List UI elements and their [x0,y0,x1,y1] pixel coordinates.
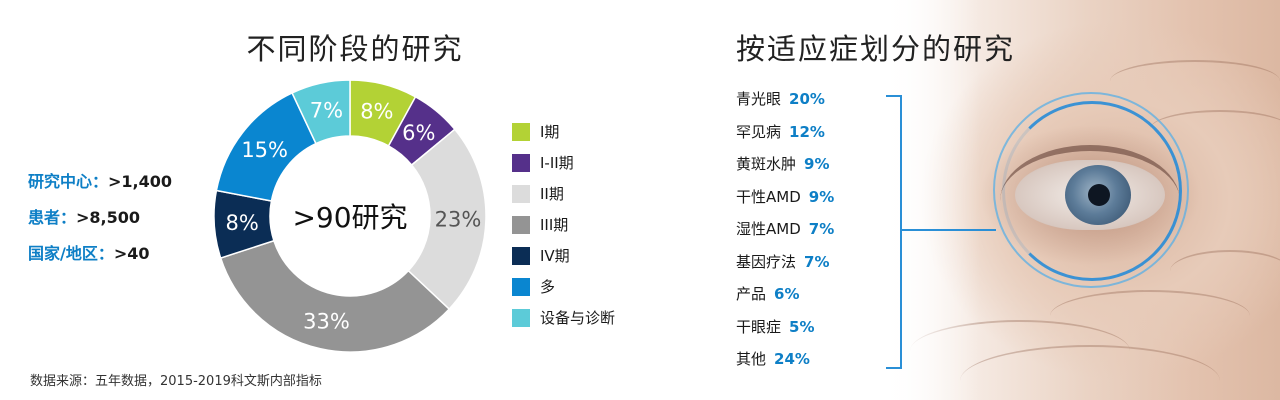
stat-patients: 患者：>8,500 [28,206,172,242]
indication-pct-0: 20% [789,90,825,108]
indication-pct-5: 7% [804,252,830,271]
donut-slice-label-4: 8% [226,211,259,235]
legend-item-2: II期 [512,178,615,209]
legend-label-2: II期 [540,185,564,203]
stat-patients-value: >8,500 [76,208,141,227]
legend-label-0: I期 [540,123,560,141]
legend-swatch-5 [512,277,530,296]
stage-chart-title: 不同阶段的研究 [246,32,464,66]
legend-item-3: III期 [512,209,615,240]
donut-slice-2 [407,128,487,311]
indication-pct-7: 5% [789,317,815,336]
donut-slice-3 [219,239,451,353]
legend-label-1: I-II期 [540,154,574,172]
legend-swatch-0 [512,122,530,141]
stat-sites-value: >1,400 [108,172,173,191]
donut-slice-6 [291,79,351,145]
bracket-connector [902,229,996,231]
focus-ring-inner [1002,101,1182,281]
indication-pct-4: 7% [808,220,835,238]
legend-swatch-6 [512,308,530,327]
indication-label-0: 青光眼 [736,90,782,108]
indication-label-4: 湿性AMD [736,220,801,238]
donut-slice-label-3: 33% [303,309,350,333]
stage-donut-chart: 8% 6% 23% 33% 8% 15% 7% >90研究 [210,76,490,356]
legend-swatch-2 [512,184,530,203]
eye-photo [850,0,1280,400]
indication-label-5: 基因疗法 [736,252,797,271]
stat-countries-value: >40 [113,244,150,263]
legend-label-4: IV期 [540,247,570,265]
donut-center-label: >90研究 [292,201,408,234]
stat-countries-label: 国家/地区： [28,244,114,263]
stat-sites: 研究中心：>1,400 [28,170,172,206]
stat-patients-label: 患者： [28,208,77,227]
stat-sites-label: 研究中心： [28,172,109,191]
legend-swatch-1 [512,153,530,172]
donut-slice-label-2: 23% [435,207,482,231]
indication-label-7: 干眼症 [736,317,782,336]
donut-svg: 8% 6% 23% 33% 8% 15% 7% [213,79,487,353]
indication-item-4: 湿性AMD 7% [736,216,834,249]
focus-ring-outer [993,92,1189,288]
legend-item-0: I期 [512,116,615,147]
indication-item-3: 干性AMD 9% [736,184,834,217]
indication-label-3: 干性AMD [736,187,801,206]
indication-label-2: 黄斑水肿 [736,155,797,173]
chart-legend: I期 I-II期 II期 III期 IV期多设备与诊断 [512,116,615,333]
donut-slice-label-5: 15% [241,138,288,162]
indication-pct-1: 12% [789,122,825,141]
donut-slice-label-0: 8% [360,99,393,123]
legend-swatch-4 [512,246,530,265]
list-bracket [886,95,902,369]
indication-label-6: 产品 [736,285,767,303]
legend-label-6: 设备与诊断 [540,309,616,327]
indication-list: 青光眼 20% 罕见病 12% 黄斑水肿 9% 干性AMD 9% 湿性AMD 7% 基因疗法 7% 产品… [736,86,834,379]
indication-item-5: 基因疗法 7% [736,249,834,282]
indication-pct-6: 6% [774,285,800,303]
indication-pct-2: 9% [804,155,830,173]
indication-title: 按适应症划分的研究 [736,32,1016,66]
donut-slice-label-6: 7% [310,99,343,123]
legend-item-1: I-II期 [512,147,615,178]
legend-swatch-3 [512,215,530,234]
legend-label-3: III期 [540,216,569,234]
indication-item-6: 产品 6% [736,281,834,314]
indication-item-8: 其他 24% [736,346,834,379]
indication-item-2: 黄斑水肿 9% [736,151,834,184]
donut-slice-label-1: 6% [402,121,435,145]
legend-item-4: IV期 [512,240,615,271]
photo-fade [850,0,980,400]
legend-item-6: 设备与诊断 [512,302,615,333]
indication-label-8: 其他 [736,350,767,368]
indication-pct-8: 24% [774,350,810,368]
stat-countries: 国家/地区：>40 [28,242,172,278]
indication-pct-3: 9% [808,187,835,206]
legend-label-5: 多 [540,278,556,296]
indication-item-0: 青光眼 20% [736,86,834,119]
legend-item-5: 多 [512,271,615,302]
study-stats: 研究中心：>1,400 患者：>8,500 国家/地区：>40 [28,170,172,278]
indication-label-1: 罕见病 [736,122,782,141]
indication-item-7: 干眼症 5% [736,314,834,347]
indication-item-1: 罕见病 12% [736,119,834,152]
data-source-note: 数据来源：五年数据，2015-2019科文斯内部指标 [30,374,322,389]
